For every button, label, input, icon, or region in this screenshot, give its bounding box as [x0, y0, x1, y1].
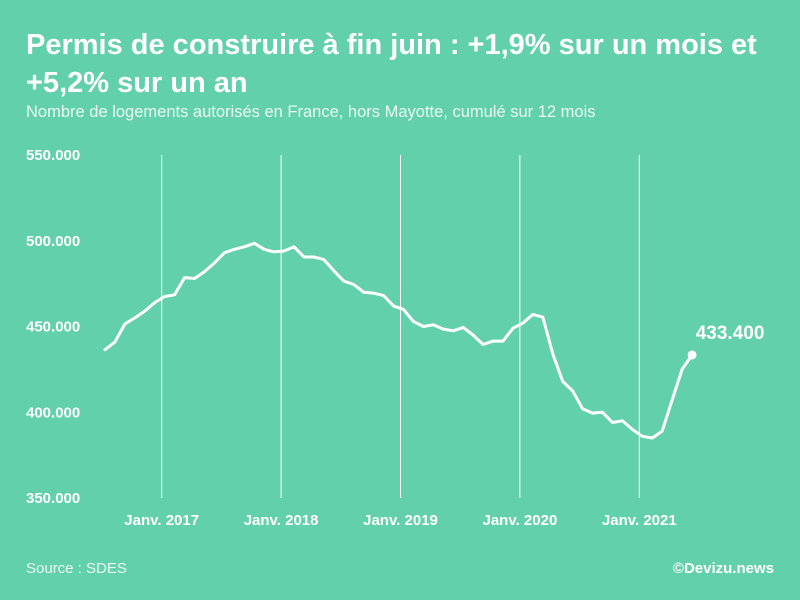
chart-title: Permis de construire à fin juin : +1,9% …	[26, 29, 757, 99]
y-tick-label: 350.000	[26, 490, 80, 507]
series-line	[103, 241, 694, 440]
x-tick-label: Janv. 2017	[124, 512, 199, 529]
y-tick-label: 400.000	[26, 404, 80, 421]
x-tick-label: Janv. 2018	[244, 512, 319, 529]
y-tick-label: 500.000	[26, 233, 80, 250]
y-axis: 550.000 500.000 450.000 400.000 350.000	[26, 147, 80, 507]
x-tick-label: Janv. 2019	[363, 512, 438, 529]
chart-subtitle: Nombre de logements autorisés en France,…	[26, 103, 596, 121]
x-axis: Janv. 2017 Janv. 2018 Janv. 2019 Janv. 2020…	[124, 512, 676, 529]
y-tick-label: 550.000	[26, 147, 80, 164]
gridlines	[161, 155, 640, 498]
credit-note: ©Devizu.news	[672, 560, 774, 577]
x-tick-label: Janv. 2020	[483, 512, 558, 529]
y-tick-label: 450.000	[26, 319, 80, 336]
end-value-label: 433.400	[696, 323, 765, 344]
source-note: Source : SDES	[26, 560, 127, 577]
x-tick-label: Janv. 2021	[602, 512, 677, 529]
end-point-marker	[687, 350, 697, 360]
